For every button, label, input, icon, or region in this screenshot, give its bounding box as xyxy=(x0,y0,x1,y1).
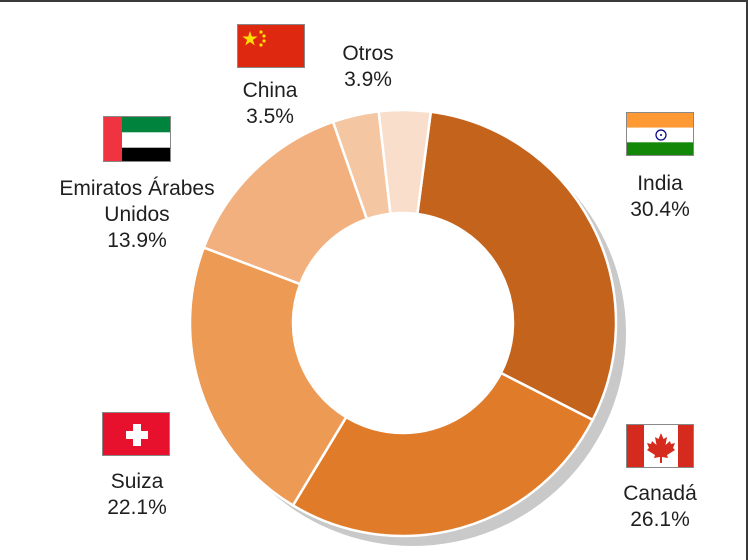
uae-flag-icon xyxy=(103,116,171,162)
slice-name: Suiza xyxy=(110,470,164,493)
switzerland-flag-icon xyxy=(102,412,170,456)
slice-label-china: China 3.5% xyxy=(243,78,298,130)
india-flag-icon xyxy=(626,112,694,156)
slice-name: India xyxy=(637,172,683,195)
slice-value: 30.4% xyxy=(630,198,690,221)
donut-hole xyxy=(294,214,512,432)
slice-name: China xyxy=(242,79,298,102)
slice-name-line-1: Emiratos Árabes xyxy=(59,177,215,200)
slice-value: 3.9% xyxy=(344,68,392,91)
donut-slice-india xyxy=(415,110,618,422)
slice-label-uae: Emiratos Árabes Unidos 13.9% xyxy=(59,176,214,254)
slice-label-india: India 30.4% xyxy=(630,171,690,223)
slice-value: 13.9% xyxy=(107,229,167,252)
slice-label-suiza: Suiza 22.1% xyxy=(107,469,167,521)
slice-name: Canadá xyxy=(623,482,697,505)
donut-slice-otros xyxy=(377,108,433,216)
slice-label-otros: Otros 3.9% xyxy=(342,41,393,93)
slice-value: 26.1% xyxy=(630,508,690,531)
donut-slices xyxy=(188,108,618,538)
donut-slice-canad- xyxy=(291,371,595,538)
slice-name: Otros xyxy=(342,42,394,65)
china-flag-icon xyxy=(237,24,305,68)
donut-slice-suiza xyxy=(188,245,348,508)
slice-name-line-2: Unidos xyxy=(104,203,170,226)
slice-label-canada: Canadá 26.1% xyxy=(623,481,697,533)
slice-value: 22.1% xyxy=(107,496,167,519)
canada-flag-icon xyxy=(626,424,694,468)
slice-value: 3.5% xyxy=(246,105,294,128)
